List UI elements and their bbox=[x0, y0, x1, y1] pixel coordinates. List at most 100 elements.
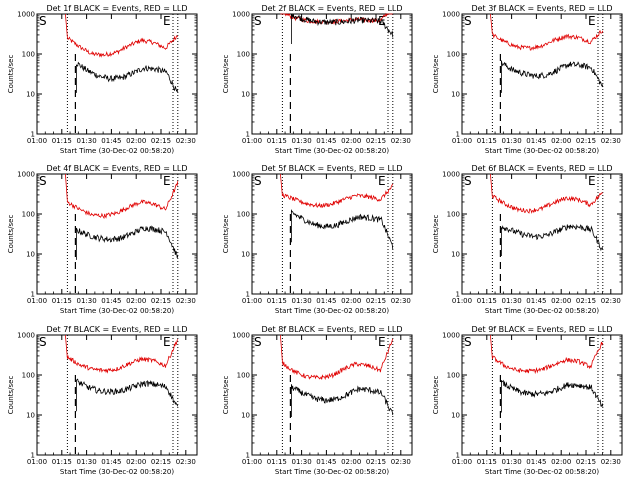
x-tick-label: 01:15 bbox=[52, 137, 72, 145]
lld-series-line bbox=[490, 334, 604, 375]
panel-title: Det 2f BLACK = Events, RED = LLD bbox=[261, 4, 402, 13]
plot-frame bbox=[251, 334, 413, 456]
x-tick-label: 01:00 bbox=[242, 297, 262, 305]
panel-title: Det 4f BLACK = Events, RED = LLD bbox=[46, 164, 187, 173]
panel-det-6: Det 6f BLACK = Events, RED = LLD 1 10 100 10… bbox=[432, 164, 623, 315]
y-tick-label: 10 bbox=[26, 91, 35, 99]
lld-series-line bbox=[490, 13, 604, 51]
end-marker: E bbox=[378, 14, 386, 28]
x-tick-label: 01:45 bbox=[101, 297, 121, 305]
x-tick-label: 01:00 bbox=[452, 137, 472, 145]
y-axis-label: Counts/sec bbox=[7, 55, 15, 94]
x-tick-label: 02:15 bbox=[151, 297, 171, 305]
x-tick-label: 01:15 bbox=[52, 458, 72, 466]
x-tick-label: 02:30 bbox=[391, 458, 411, 466]
y-tick-label: 1 bbox=[246, 131, 250, 139]
x-axis-label: Start Time (30-Dec-02 00:58:20) bbox=[60, 147, 174, 155]
x-tick-label: 01:30 bbox=[292, 297, 312, 305]
events-series-line bbox=[290, 384, 394, 417]
y-tick-label: 1000 bbox=[17, 11, 35, 19]
x-tick-label: 01:15 bbox=[267, 297, 287, 305]
y-tick-label: 1000 bbox=[232, 11, 250, 19]
events-series-line bbox=[500, 379, 604, 413]
events-series-line bbox=[76, 225, 179, 260]
lld-series-line bbox=[65, 173, 179, 220]
x-tick-label: 01:15 bbox=[477, 137, 497, 145]
x-tick-label: 01:45 bbox=[101, 458, 121, 466]
x-tick-label: 02:30 bbox=[176, 297, 196, 305]
y-tick-label: 10 bbox=[451, 91, 460, 99]
panel-det-9: Det 9f BLACK = Events, RED = LLD 1 10 100 10… bbox=[432, 325, 623, 476]
y-axis-label: Counts/sec bbox=[432, 376, 440, 415]
x-tick-label: 01:45 bbox=[526, 297, 546, 305]
x-tick-label: 01:00 bbox=[242, 137, 262, 145]
x-tick-label: 02:30 bbox=[601, 458, 621, 466]
x-tick-label: 01:30 bbox=[502, 297, 522, 305]
x-axis-label: Start Time (30-Dec-02 00:58:20) bbox=[485, 147, 599, 155]
panels-container: Det 1f BLACK = Events, RED = LLD11010010… bbox=[7, 4, 623, 476]
x-axis-label: Start Time (30-Dec-02 00:58:20) bbox=[485, 468, 599, 476]
x-tick-label: 02:00 bbox=[126, 458, 146, 466]
panel-title: Det 3f BLACK = Events, RED = LLD bbox=[471, 4, 612, 13]
x-tick-label: 01:00 bbox=[27, 297, 47, 305]
x-tick-label: 01:15 bbox=[52, 297, 72, 305]
panel-title: Det 5f BLACK = Events, RED = LLD bbox=[261, 164, 402, 173]
lld-series-line bbox=[280, 173, 394, 209]
x-axis-label: Start Time (30-Dec-02 00:58:20) bbox=[60, 468, 174, 476]
x-axis-label: Start Time (30-Dec-02 00:58:20) bbox=[275, 147, 389, 155]
x-tick-label: 02:15 bbox=[576, 297, 596, 305]
x-tick-label: 01:30 bbox=[77, 458, 97, 466]
x-tick-label: 01:45 bbox=[316, 297, 336, 305]
y-tick-label: 100 bbox=[447, 372, 460, 380]
x-tick-label: 01:30 bbox=[292, 458, 312, 466]
plot-frame bbox=[461, 334, 623, 456]
y-tick-label: 1 bbox=[31, 131, 35, 139]
y-tick-label: 10 bbox=[451, 412, 460, 420]
y-tick-label: 10 bbox=[26, 412, 35, 420]
y-axis-label: Counts/sec bbox=[432, 55, 440, 94]
panel-det-3: Det 3f BLACK = Events, RED = LLD 1 10 100 10… bbox=[432, 4, 623, 155]
x-tick-label: 01:15 bbox=[267, 137, 287, 145]
y-tick-label: 1 bbox=[31, 291, 35, 299]
x-tick-label: 02:15 bbox=[366, 137, 386, 145]
panel-det-7: Det 7f BLACK = Events, RED = LLD 1 10 100 10… bbox=[7, 325, 198, 476]
events-series-line bbox=[500, 60, 604, 93]
panel-title: Det 6f BLACK = Events, RED = LLD bbox=[471, 164, 612, 173]
y-tick-label: 10 bbox=[26, 251, 35, 259]
x-tick-label: 01:30 bbox=[502, 458, 522, 466]
y-axis-label: Counts/sec bbox=[222, 55, 230, 94]
y-tick-label: 100 bbox=[22, 372, 35, 380]
y-tick-label: 1 bbox=[31, 452, 35, 460]
end-marker: E bbox=[588, 174, 596, 188]
x-tick-label: 02:30 bbox=[391, 137, 411, 145]
start-marker: S bbox=[254, 174, 262, 188]
y-tick-label: 10 bbox=[241, 412, 250, 420]
end-marker: E bbox=[163, 335, 171, 349]
x-tick-label: 02:15 bbox=[576, 137, 596, 145]
y-axis-label: Counts/sec bbox=[7, 376, 15, 415]
x-tick-label: 01:45 bbox=[526, 137, 546, 145]
events-series-line bbox=[76, 61, 179, 93]
x-tick-label: 01:30 bbox=[292, 137, 312, 145]
x-tick-label: 02:00 bbox=[551, 458, 571, 466]
y-tick-label: 1000 bbox=[442, 332, 460, 340]
plot-frame bbox=[461, 173, 623, 295]
x-tick-label: 02:00 bbox=[126, 137, 146, 145]
x-axis-label: Start Time (30-Dec-02 00:58:20) bbox=[275, 307, 389, 315]
start-marker: S bbox=[39, 174, 47, 188]
plot-frame bbox=[251, 173, 413, 295]
y-tick-label: 1 bbox=[456, 452, 460, 460]
panel-title: Det 7f BLACK = Events, RED = LLD bbox=[46, 325, 187, 334]
y-tick-label: 100 bbox=[447, 51, 460, 59]
panel-det-5: Det 5f BLACK = Events, RED = LLD 1 10 100 10… bbox=[222, 164, 413, 315]
y-tick-label: 100 bbox=[22, 211, 35, 219]
y-axis-label: Counts/sec bbox=[7, 215, 15, 254]
x-tick-label: 01:45 bbox=[101, 137, 121, 145]
x-axis-label: Start Time (30-Dec-02 00:58:20) bbox=[275, 468, 389, 476]
x-tick-label: 02:00 bbox=[551, 137, 571, 145]
y-tick-label: 1 bbox=[456, 291, 460, 299]
x-tick-label: 01:15 bbox=[477, 297, 497, 305]
x-axis-label: Start Time (30-Dec-02 00:58:20) bbox=[60, 307, 174, 315]
y-tick-label: 100 bbox=[237, 211, 250, 219]
events-series-line bbox=[290, 209, 394, 250]
